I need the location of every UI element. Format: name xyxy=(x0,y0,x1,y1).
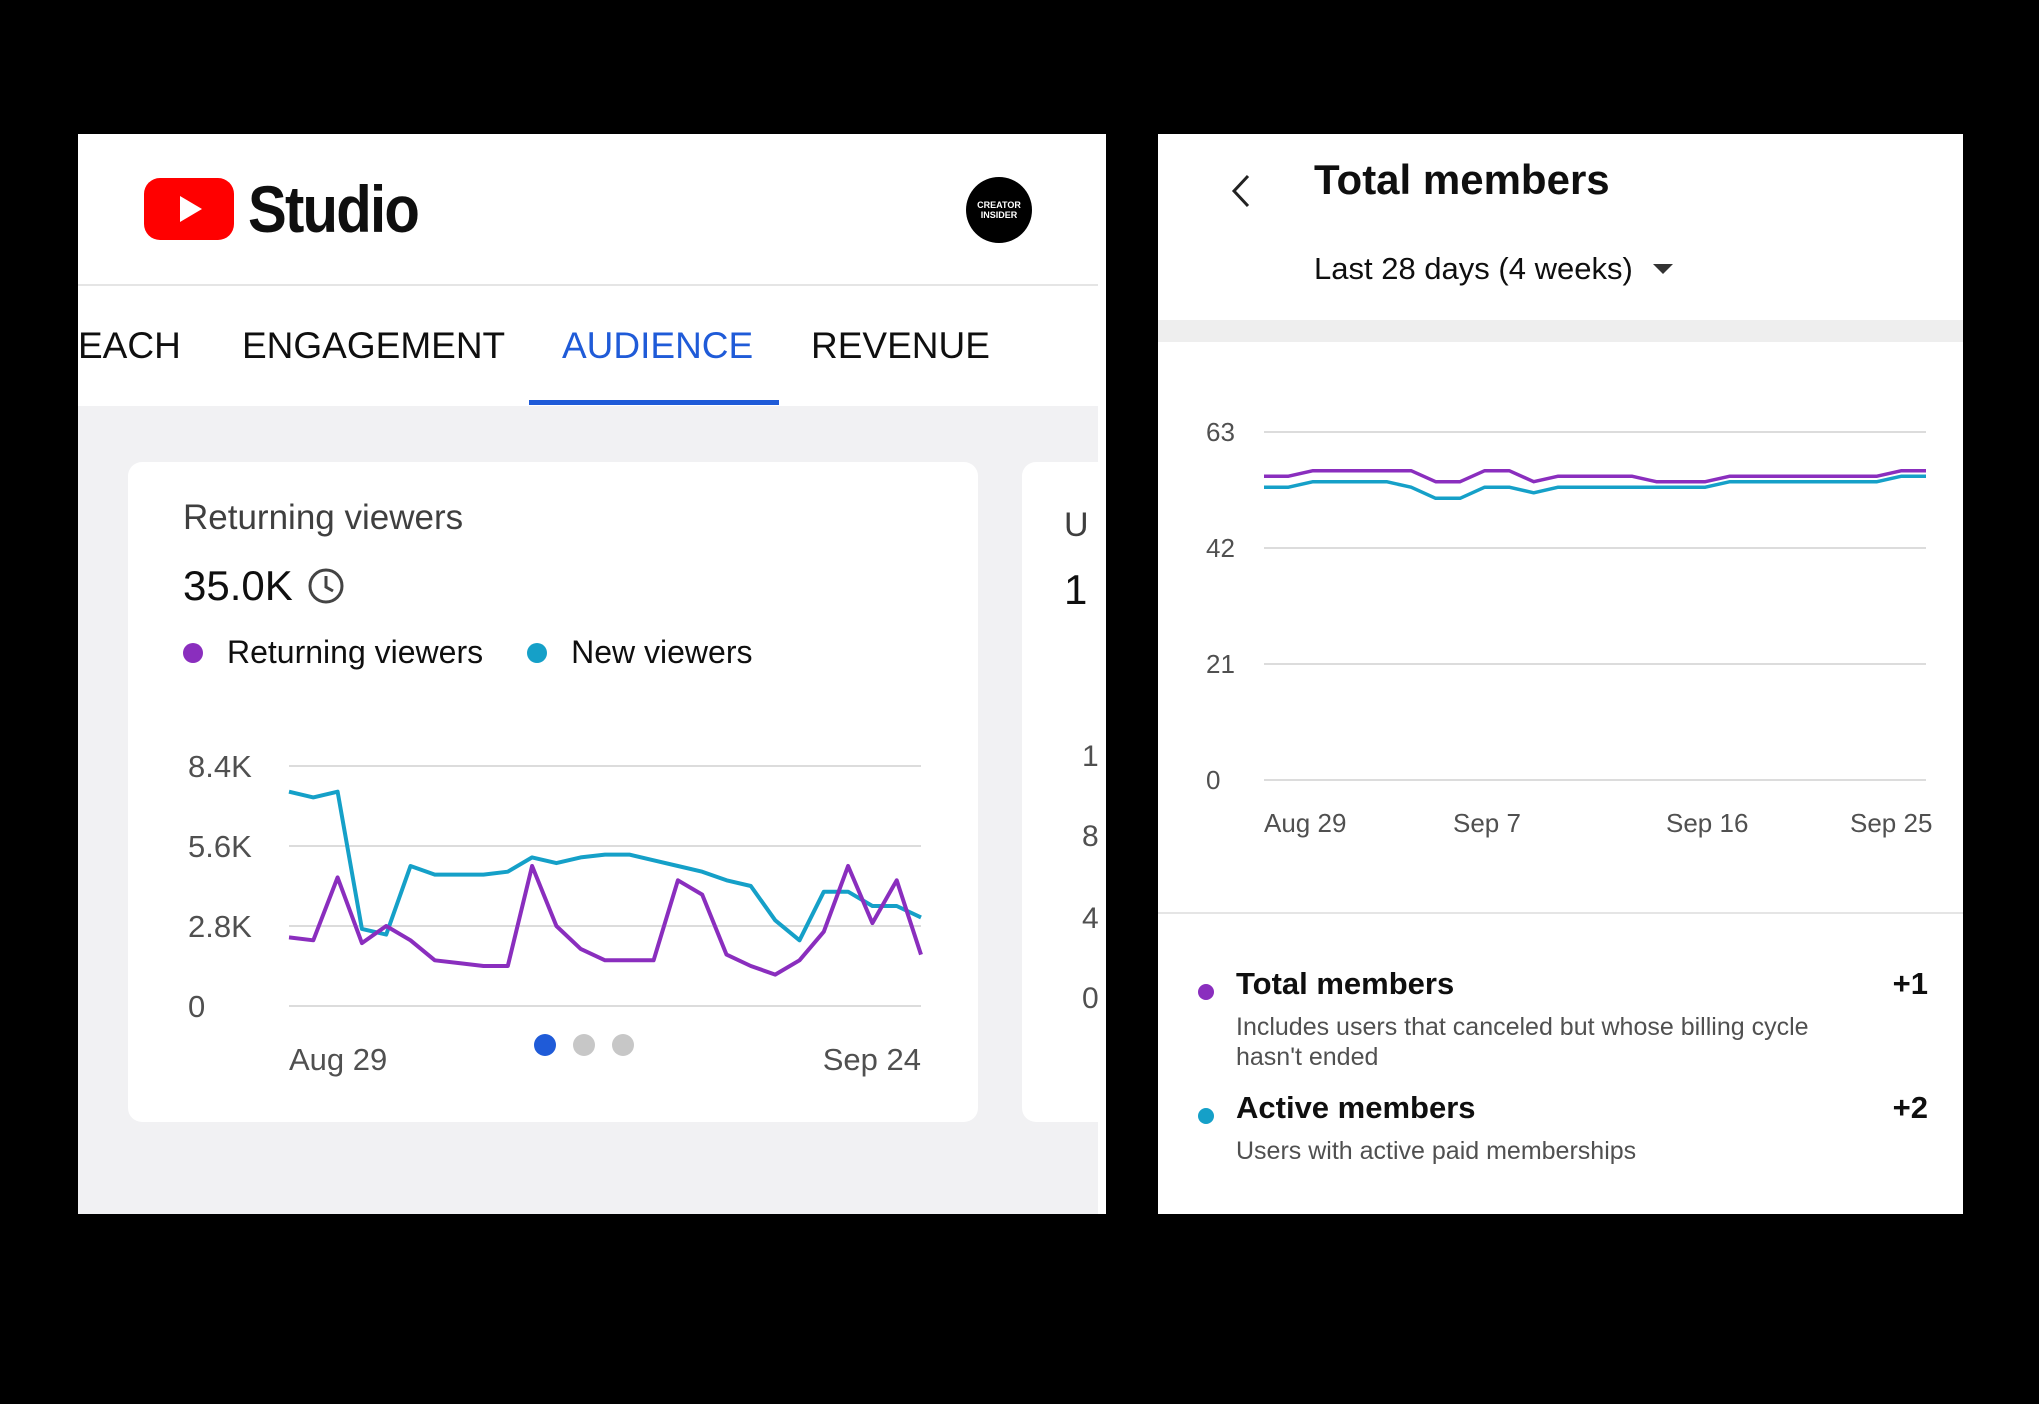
y-tick-label: 63 xyxy=(1206,417,1235,447)
header-divider xyxy=(78,284,1098,286)
returning-viewers-card[interactable]: Returning viewers 35.0K Returning viewer… xyxy=(128,462,978,1122)
tab-reach[interactable]: EACH xyxy=(78,325,181,366)
member-desc: Includes users that canceled but whose b… xyxy=(1236,1013,1809,1071)
pager-dot[interactable] xyxy=(573,1034,595,1056)
total-members-chart: 0 21 42 63 Aug 29 Sep 7 Sep 16 Sep 25 xyxy=(1206,417,1932,838)
youtube-play-icon xyxy=(144,178,234,240)
series-line xyxy=(288,789,922,943)
legend-dot-purple xyxy=(1198,984,1214,1000)
x-tick-label: Sep 16 xyxy=(1666,808,1748,838)
date-range-dropdown[interactable]: Last 28 days (4 weeks) xyxy=(1314,251,1675,287)
brand-text: Studio xyxy=(248,172,420,246)
card-title: Returning viewers xyxy=(183,498,464,537)
chart-divider xyxy=(1158,912,1963,914)
peek-tick: 0 xyxy=(1082,982,1099,1015)
next-card-peek[interactable]: U 1 1 8 4 0 xyxy=(1022,462,1106,1122)
peek-tick: 4 xyxy=(1082,902,1099,935)
avatar[interactable]: CREATOR INSIDER xyxy=(966,177,1032,243)
x-tick-label: Aug 29 xyxy=(1264,808,1346,838)
y-tick-label: 42 xyxy=(1206,533,1235,563)
series-line xyxy=(288,864,923,977)
legend-dot-teal xyxy=(527,642,548,663)
analytics-tabs: EACH ENGAGEMENT AUDIENCE REVENUE xyxy=(78,286,1098,540)
legend-label: New viewers xyxy=(571,634,753,670)
x-tick-label: Sep 7 xyxy=(1453,808,1521,838)
card-value: 35.0K xyxy=(183,562,293,609)
member-delta: +1 xyxy=(1892,966,1928,1001)
youtube-studio-logo[interactable]: Studio xyxy=(144,172,441,246)
legend-returning-viewers: Returning viewers xyxy=(183,634,483,671)
tab-engagement[interactable]: ENGAGEMENT xyxy=(242,325,506,366)
returning-viewers-chart: 0 2.8K 5.6K 8.4K Aug 29 Sep 24 xyxy=(188,749,923,1077)
member-desc: Users with active paid memberships xyxy=(1236,1137,1637,1165)
series-line xyxy=(1264,474,1926,501)
chevron-down-icon xyxy=(1652,264,1673,274)
member-delta: +2 xyxy=(1892,1090,1928,1125)
pager-dot[interactable] xyxy=(534,1034,556,1056)
x-tick-label: Sep 25 xyxy=(1850,808,1932,838)
y-tick-label: 0 xyxy=(188,989,205,1024)
legend-dot-teal xyxy=(1198,1108,1214,1124)
clock-icon xyxy=(308,568,344,604)
chart-legend: Returning viewers New viewers xyxy=(183,634,796,671)
peek-tick: 1 xyxy=(1082,740,1099,773)
pager-dot[interactable] xyxy=(612,1034,634,1056)
peek-value: 1 xyxy=(1064,566,1088,613)
x-tick-label: Sep 24 xyxy=(823,1042,921,1077)
peek-title: U xyxy=(1064,506,1089,544)
studio-analytics-panel: Studio CREATOR INSIDER EACH ENGAGEMENT A… xyxy=(78,134,1106,1214)
total-members-panel: Total members Last 28 days (4 weeks) 0 21… xyxy=(1158,134,1963,1214)
y-tick-label: 2.8K xyxy=(188,909,252,944)
x-tick-label: Aug 29 xyxy=(289,1042,387,1077)
card-value-row: 35.0K xyxy=(183,562,345,610)
member-name: Active members xyxy=(1236,1090,1476,1125)
member-name: Total members xyxy=(1236,966,1455,1001)
y-tick-label: 0 xyxy=(1206,765,1220,795)
avatar-text-line1: CREATOR xyxy=(977,200,1021,210)
y-tick-label: 5.6K xyxy=(188,829,252,864)
peek-tick: 8 xyxy=(1082,820,1099,853)
section-separator xyxy=(1158,320,1963,342)
date-range-label: Last 28 days (4 weeks) xyxy=(1314,251,1633,286)
legend-new-viewers: New viewers xyxy=(527,634,752,671)
legend-label: Returning viewers xyxy=(227,634,484,670)
y-tick-label: 21 xyxy=(1206,649,1235,679)
back-arrow-icon[interactable] xyxy=(1222,166,1262,216)
y-tick-label: 8.4K xyxy=(188,749,252,784)
avatar-text-line2: INSIDER xyxy=(980,210,1018,220)
legend-dot-purple xyxy=(183,642,203,663)
tab-audience[interactable]: AUDIENCE xyxy=(562,325,754,366)
carousel-pager xyxy=(534,1034,651,1056)
tab-revenue[interactable]: REVENUE xyxy=(811,325,990,366)
card-carousel: Returning viewers 35.0K Returning viewer… xyxy=(78,406,1106,1214)
page-title: Total members xyxy=(1314,156,1610,203)
series-line xyxy=(1264,468,1926,484)
active-tab-indicator xyxy=(529,400,779,405)
